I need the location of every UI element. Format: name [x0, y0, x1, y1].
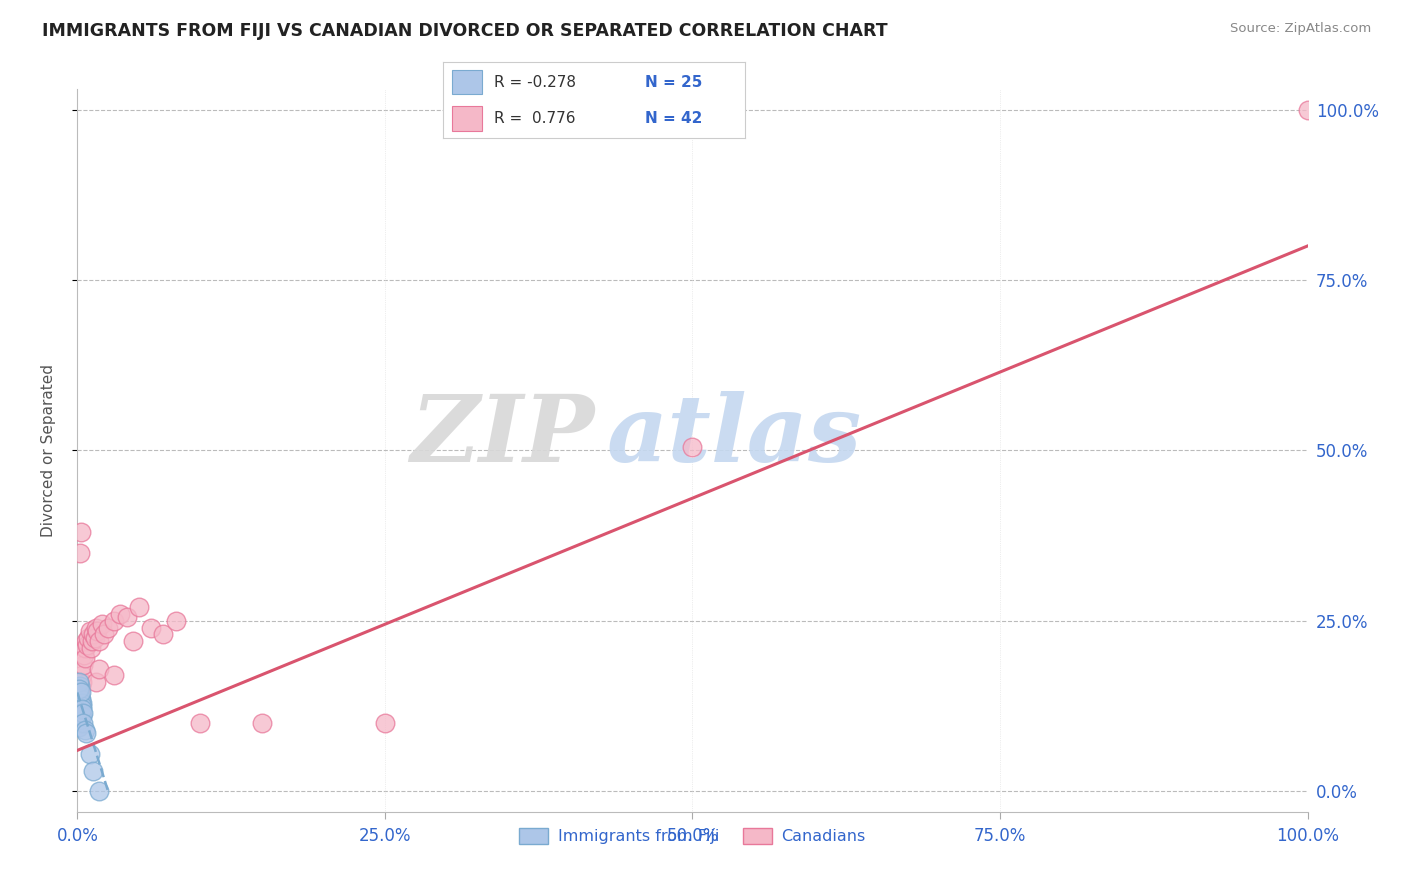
- Point: [89, 784, 111, 798]
- Point: [110, 607, 132, 621]
- Point: [69, 696, 91, 710]
- Point: [69, 681, 91, 696]
- Text: Source: ZipAtlas.com: Source: ZipAtlas.com: [1230, 22, 1371, 36]
- Legend: Immigrants from Fiji, Canadians: Immigrants from Fiji, Canadians: [513, 822, 872, 851]
- Point: [69, 679, 91, 693]
- Point: [89, 634, 111, 648]
- Point: [70, 675, 93, 690]
- Point: [70, 668, 93, 682]
- Point: [79, 747, 101, 761]
- Point: [128, 600, 150, 615]
- Point: [86, 624, 108, 639]
- Point: [82, 627, 104, 641]
- Point: [70, 699, 93, 714]
- Point: [1296, 103, 1319, 117]
- Point: [70, 525, 93, 540]
- Point: [75, 726, 97, 740]
- Point: [69, 546, 91, 560]
- Point: [84, 675, 107, 690]
- Point: [69, 689, 91, 703]
- Point: [103, 614, 125, 628]
- Point: [69, 713, 91, 727]
- Point: [72, 716, 94, 731]
- Point: [70, 696, 93, 710]
- Point: [89, 662, 111, 676]
- Point: [70, 702, 93, 716]
- Point: [84, 621, 107, 635]
- Point: [152, 627, 174, 641]
- Point: [82, 764, 104, 778]
- Point: [67, 675, 90, 690]
- Point: [188, 716, 212, 731]
- Point: [69, 702, 91, 716]
- Point: [83, 631, 105, 645]
- Point: [70, 709, 93, 723]
- Point: [141, 621, 163, 635]
- Point: [97, 621, 120, 635]
- Text: atlas: atlas: [606, 391, 862, 481]
- Point: [72, 706, 94, 720]
- Point: [69, 716, 91, 731]
- Point: [70, 685, 93, 699]
- Y-axis label: Divorced or Separated: Divorced or Separated: [42, 364, 56, 537]
- Point: [70, 706, 93, 720]
- Text: N = 25: N = 25: [645, 75, 703, 90]
- Point: [73, 648, 96, 662]
- Point: [75, 634, 97, 648]
- Point: [73, 723, 96, 737]
- Point: [93, 627, 115, 641]
- Point: [165, 614, 187, 628]
- Point: [67, 685, 90, 699]
- FancyBboxPatch shape: [451, 70, 482, 95]
- Text: N = 42: N = 42: [645, 111, 703, 126]
- Point: [90, 617, 114, 632]
- Point: [80, 641, 103, 656]
- Point: [72, 658, 94, 673]
- Point: [121, 634, 143, 648]
- Point: [250, 716, 273, 731]
- Point: [67, 681, 90, 696]
- Point: [682, 440, 704, 454]
- Point: [70, 692, 93, 706]
- Text: ZIP: ZIP: [409, 391, 595, 481]
- Point: [69, 709, 91, 723]
- Point: [115, 610, 138, 624]
- Point: [67, 689, 90, 703]
- Point: [76, 638, 98, 652]
- Point: [77, 631, 100, 645]
- Point: [75, 651, 97, 665]
- Point: [73, 641, 96, 656]
- Point: [82, 634, 104, 648]
- Text: R =  0.776: R = 0.776: [495, 111, 576, 126]
- FancyBboxPatch shape: [451, 106, 482, 130]
- Point: [67, 719, 90, 733]
- Text: IMMIGRANTS FROM FIJI VS CANADIAN DIVORCED OR SEPARATED CORRELATION CHART: IMMIGRANTS FROM FIJI VS CANADIAN DIVORCE…: [42, 22, 887, 40]
- Point: [374, 716, 396, 731]
- Point: [103, 668, 125, 682]
- Point: [70, 679, 93, 693]
- Point: [79, 624, 101, 639]
- Point: [69, 692, 91, 706]
- Text: R = -0.278: R = -0.278: [495, 75, 576, 90]
